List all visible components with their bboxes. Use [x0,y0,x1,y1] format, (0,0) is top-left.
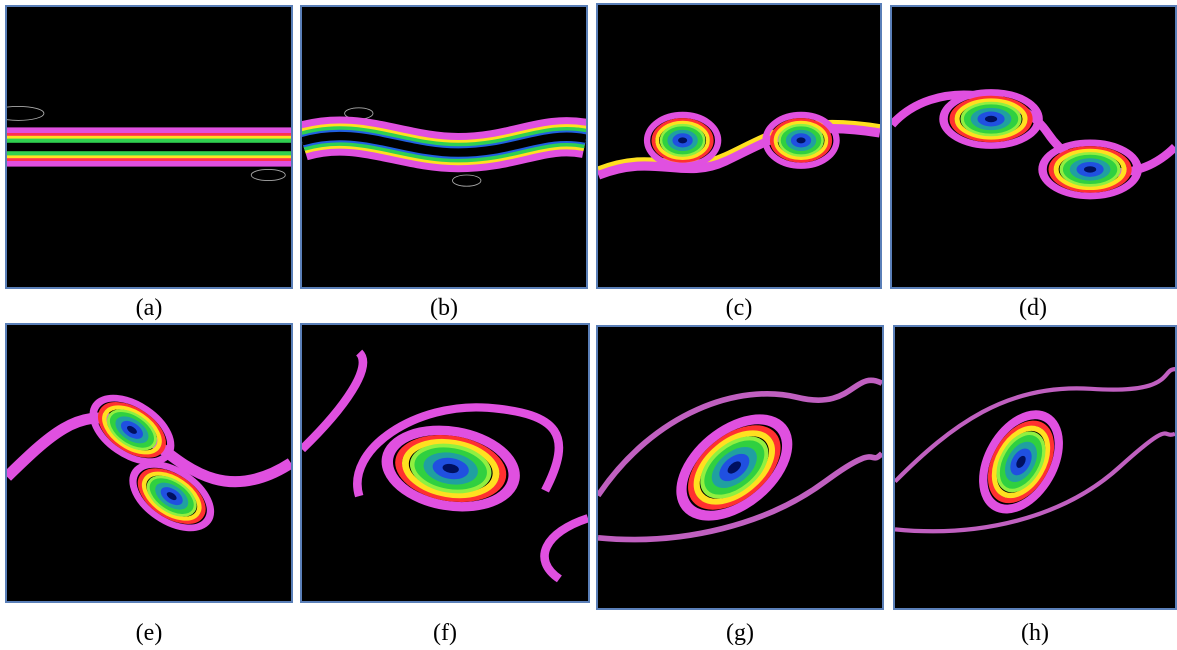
panel-d-image [890,5,1177,289]
panel-e-image [5,323,293,603]
panel-label: (a) [89,295,209,322]
panel-label: (b) [384,295,504,322]
panel-a-image [5,5,293,289]
panel-label: (g) [680,620,800,647]
panel-label: (e) [89,620,209,647]
panel-label: (c) [679,295,799,322]
panel-label: (h) [975,620,1095,647]
panel-c-image [596,3,882,289]
panel-b-image [300,5,588,289]
figure: (a) (b) (c) (d) (e) (f) (g) (h) [0,0,1177,650]
panel-g-image [596,325,884,610]
panel-label: (f) [385,620,505,647]
panel-label: (d) [973,295,1093,322]
panel-h-image [893,325,1177,610]
panel-f-image [300,323,590,603]
